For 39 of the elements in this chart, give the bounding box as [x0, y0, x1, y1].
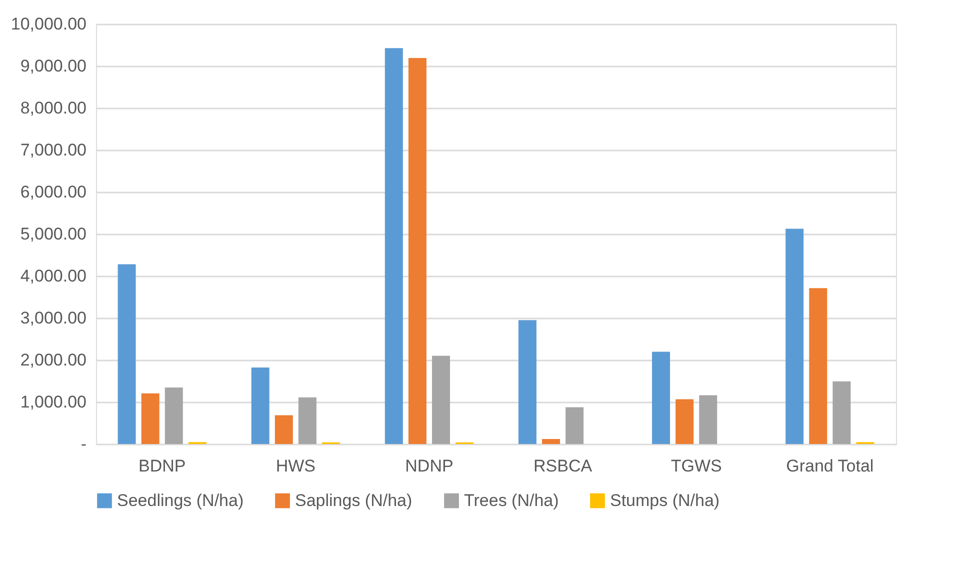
y-tick-label: 6,000.00: [20, 182, 86, 202]
y-tick-label: 7,000.00: [20, 140, 86, 160]
bar: [384, 48, 403, 444]
bar: [408, 58, 426, 444]
y-tick-label: 1,000.00: [20, 392, 86, 412]
bar: [164, 388, 183, 444]
x-tick-label: TGWS: [670, 456, 722, 476]
legend-label: Stumps (N/ha): [610, 490, 720, 510]
bar: [699, 395, 718, 444]
legend-label: Seedlings (N/ha): [117, 490, 244, 510]
bar: [141, 393, 160, 444]
bar: [566, 407, 584, 444]
y-tick-label: 3,000.00: [20, 308, 86, 328]
bar: [274, 415, 293, 444]
bar: [298, 397, 316, 444]
bar: [832, 381, 851, 444]
y-tick-label: 2,000.00: [20, 350, 86, 370]
bar: [518, 320, 536, 444]
bar: [432, 356, 450, 444]
legend-label: Saplings (N/ha): [295, 490, 412, 510]
y-tick-label: 10,000.00: [10, 14, 86, 34]
bar: [118, 264, 136, 444]
bar: [251, 368, 270, 444]
bar: [676, 399, 694, 444]
bar: [809, 288, 828, 444]
legend-label: Trees (N/ha): [464, 490, 559, 510]
y-tick-label: -: [80, 434, 86, 454]
y-tick-label: 8,000.00: [20, 98, 86, 118]
x-tick-label: BDNP: [138, 456, 186, 476]
y-tick-label: 5,000.00: [20, 224, 86, 244]
y-tick-label: 9,000.00: [20, 56, 86, 76]
y-tick-label: 4,000.00: [20, 266, 86, 286]
bar: [786, 228, 804, 444]
x-tick-label: RSBCA: [533, 456, 593, 476]
bar: [652, 352, 670, 444]
bar: [542, 438, 560, 444]
x-tick-label: HWS: [276, 456, 316, 476]
x-tick-label: NDNP: [405, 456, 454, 476]
x-tick-label: Grand Total: [786, 456, 874, 476]
